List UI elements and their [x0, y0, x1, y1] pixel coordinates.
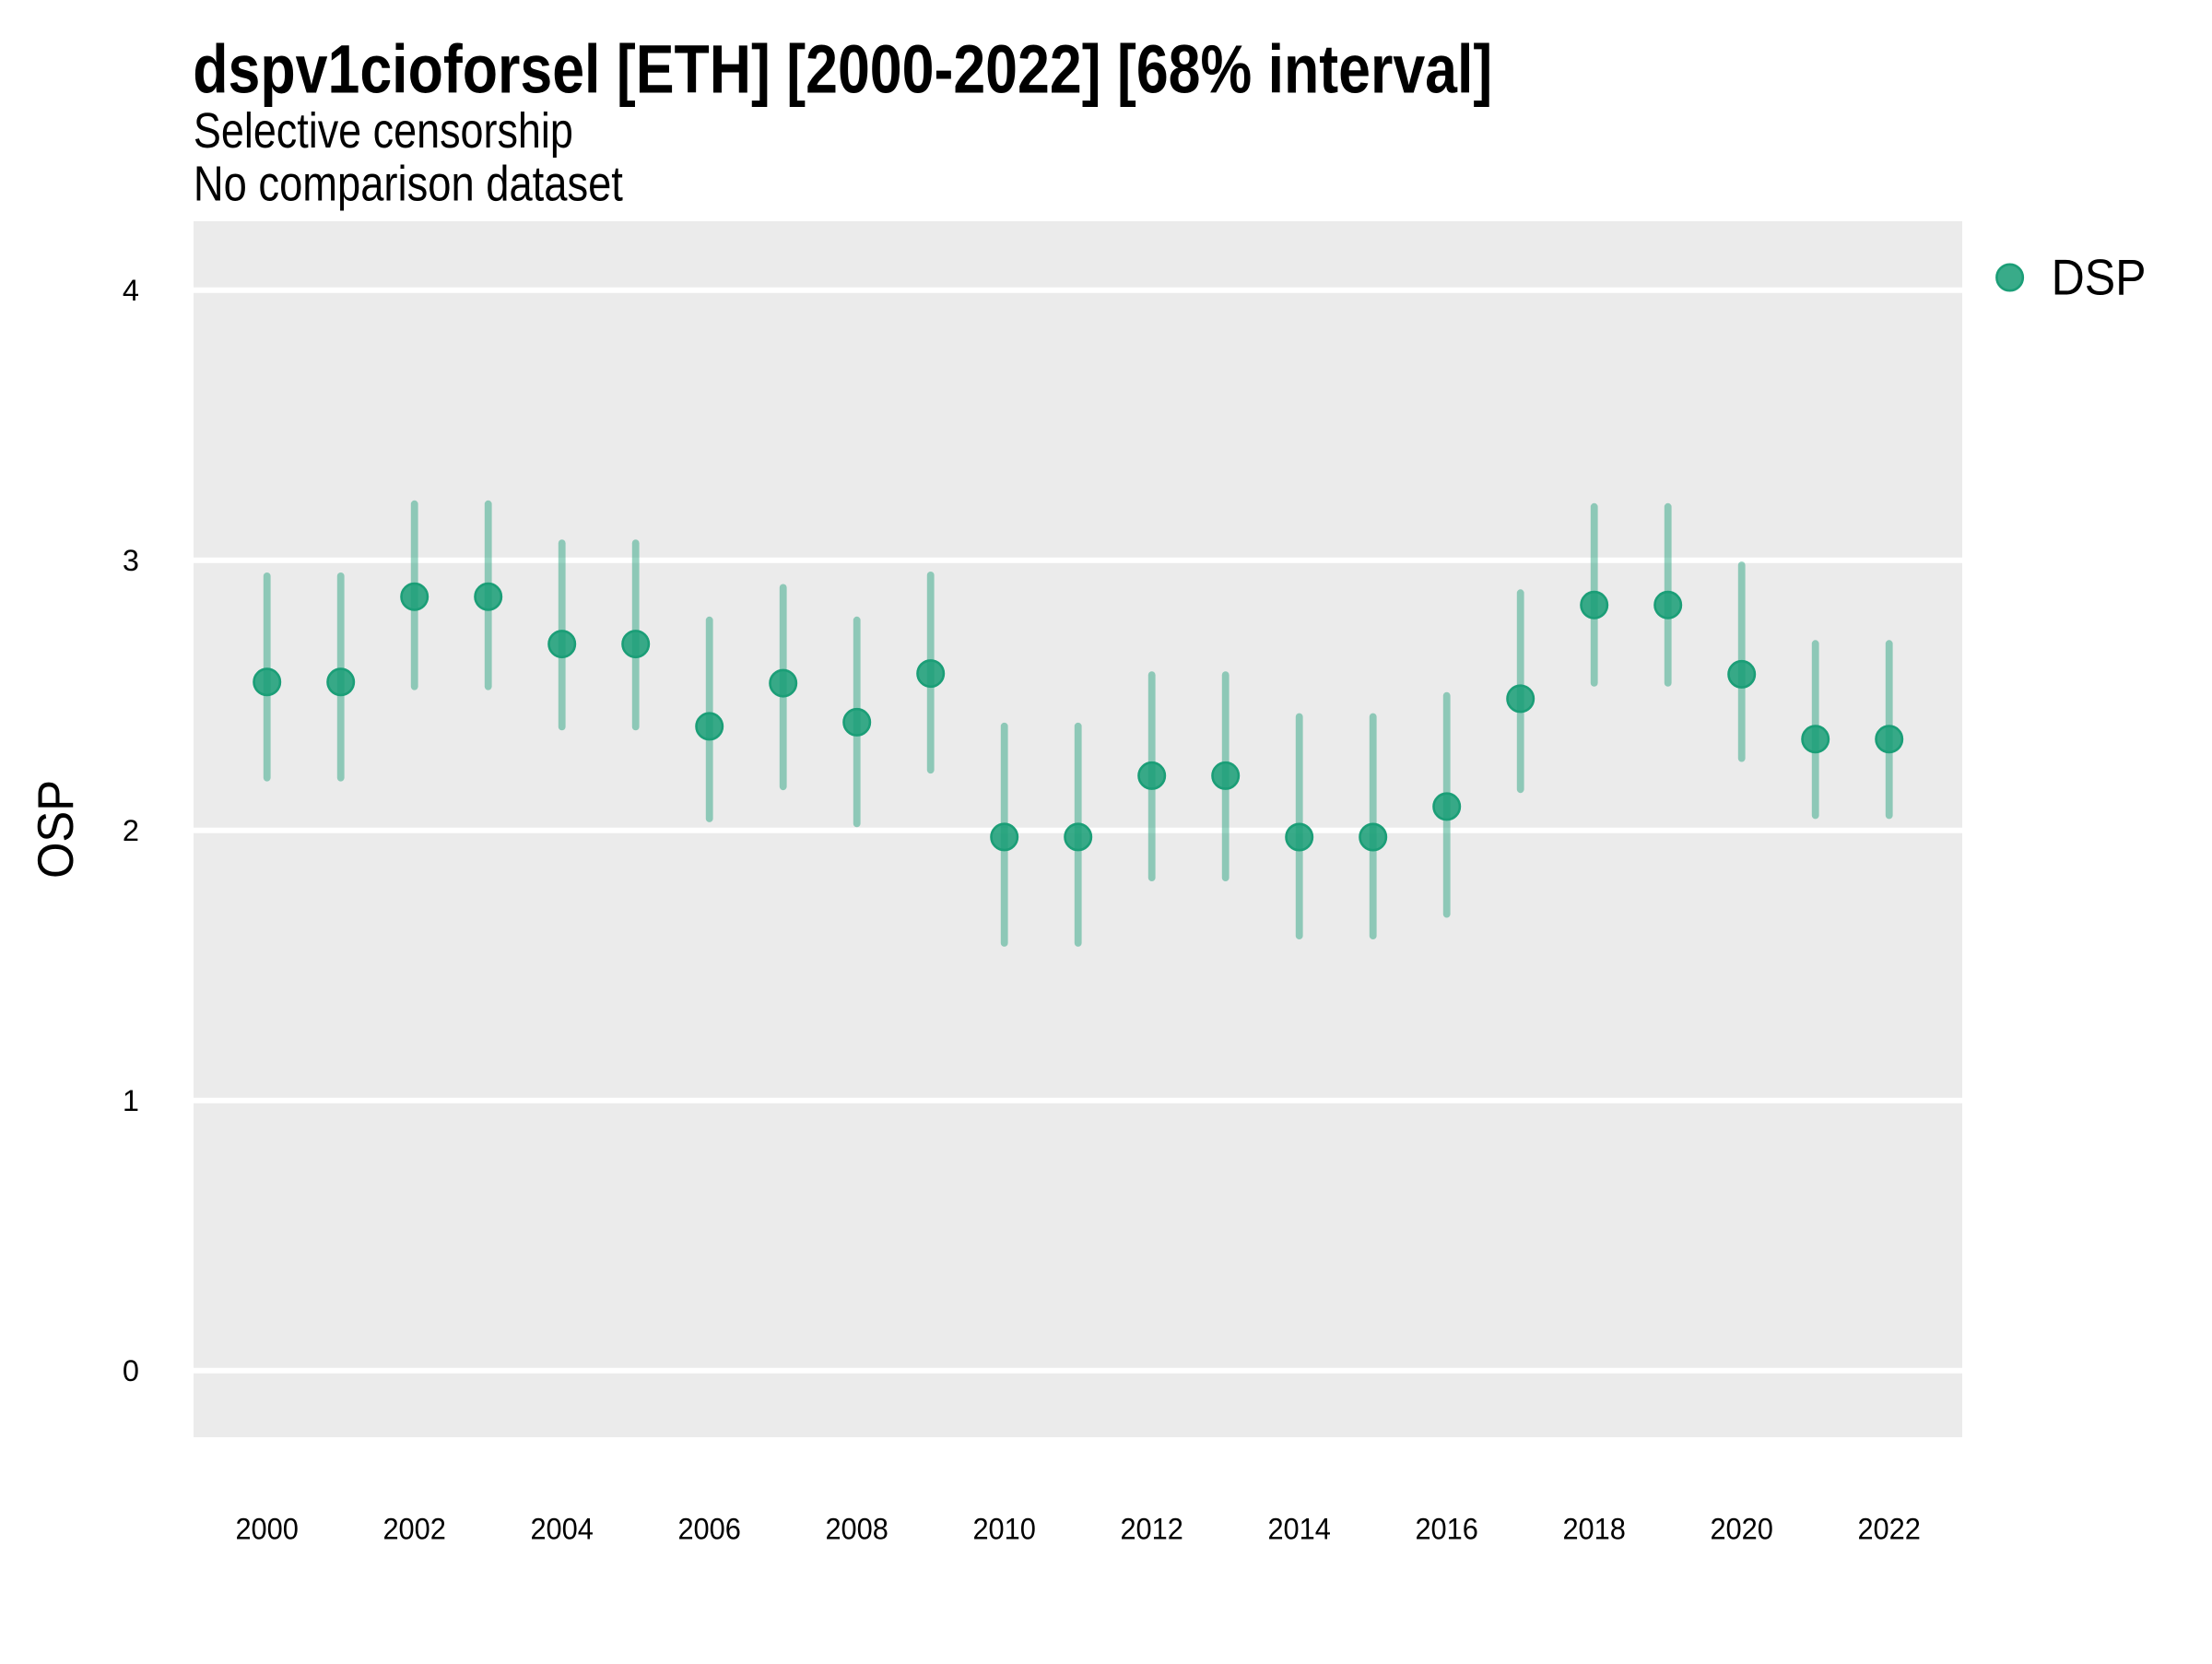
svg-text:DSP: DSP: [2052, 249, 2147, 306]
svg-text:1: 1: [123, 1084, 139, 1117]
svg-text:3: 3: [123, 544, 139, 577]
svg-text:2008: 2008: [825, 1513, 888, 1546]
svg-text:2002: 2002: [382, 1513, 446, 1546]
svg-text:2016: 2016: [1415, 1513, 1478, 1546]
svg-text:2006: 2006: [677, 1513, 741, 1546]
svg-text:2014: 2014: [1267, 1513, 1331, 1546]
svg-text:2: 2: [123, 814, 139, 847]
svg-text:2000: 2000: [235, 1513, 299, 1546]
svg-text:2022: 2022: [1857, 1513, 1921, 1546]
svg-text:2012: 2012: [1120, 1513, 1183, 1546]
svg-text:OSP: OSP: [27, 780, 84, 879]
svg-text:No comparison dataset: No comparison dataset: [194, 156, 623, 211]
svg-text:2020: 2020: [1710, 1513, 1773, 1546]
svg-text:2018: 2018: [1562, 1513, 1626, 1546]
svg-text:0: 0: [123, 1354, 139, 1387]
svg-text:2010: 2010: [972, 1513, 1036, 1546]
svg-text:dspv1cioforsel [ETH] [2000-202: dspv1cioforsel [ETH] [2000-2022] [68% in…: [193, 31, 1492, 108]
svg-text:4: 4: [123, 274, 139, 307]
svg-text:2004: 2004: [530, 1513, 594, 1546]
svg-text:Selective censorship: Selective censorship: [194, 103, 573, 159]
